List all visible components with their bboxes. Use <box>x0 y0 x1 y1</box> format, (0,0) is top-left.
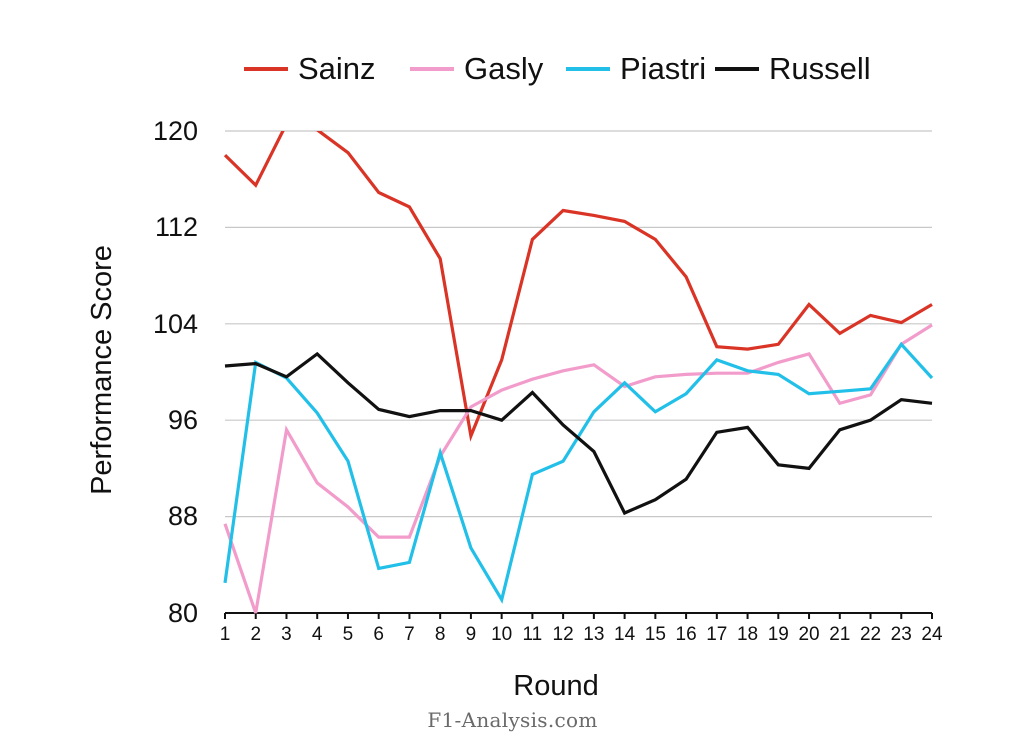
x-tick-label: 12 <box>552 624 574 645</box>
y-tick-label: 104 <box>152 309 198 339</box>
legend-item-piastri: Piastri <box>566 44 706 94</box>
y-axis-label: Performance Score <box>86 245 118 495</box>
legend-swatch-piastri <box>566 67 610 71</box>
x-tick-label: 5 <box>342 624 354 645</box>
series-line-sainz <box>223 131 933 442</box>
series-lines <box>223 131 934 614</box>
series-line-russell <box>224 351 933 516</box>
x-tick-label: 8 <box>434 624 446 645</box>
x-tick-label: 14 <box>614 624 636 645</box>
y-tick-label: 80 <box>167 598 198 628</box>
y-tick-label: 120 <box>152 116 198 146</box>
series-line-gasly <box>223 323 933 614</box>
x-tick-label: 3 <box>281 624 292 645</box>
x-tick-label: 15 <box>644 624 666 645</box>
x-tick-label: 10 <box>491 624 513 645</box>
x-tick-label: 1 <box>219 624 231 645</box>
x-tick-label: 6 <box>373 624 384 645</box>
y-tick-label: 88 <box>167 501 198 531</box>
x-axis <box>224 612 933 619</box>
legend-swatch-gasly <box>410 67 454 71</box>
x-tick-label: 9 <box>465 624 477 645</box>
legend-swatch-sainz <box>244 67 288 71</box>
gridlines <box>225 130 932 518</box>
x-tick-label: 2 <box>250 624 262 645</box>
x-axis-label: Round <box>513 670 599 702</box>
x-tick-label: 16 <box>675 624 697 645</box>
legend-label: Sainz <box>298 51 376 86</box>
x-tick-label: 20 <box>798 624 820 645</box>
x-tick-label: 4 <box>311 624 323 645</box>
legend-swatch-russell <box>715 67 759 71</box>
x-tick-label: 22 <box>859 624 882 645</box>
x-tick-label: 18 <box>736 624 759 645</box>
legend-item-russell: Russell <box>715 44 871 94</box>
legend-item-sainz: Sainz <box>244 44 376 94</box>
x-tick-label: 21 <box>829 624 851 645</box>
y-tick-label: 112 <box>154 212 198 242</box>
x-tick-label: 11 <box>522 624 543 645</box>
x-tick-label: 23 <box>890 624 912 645</box>
legend-label: Piastri <box>620 51 707 86</box>
y-tick-label: 96 <box>167 405 198 435</box>
legend-item-gasly: Gasly <box>410 44 543 94</box>
legend: Sainz Gasly Piastri Russell <box>0 44 1024 94</box>
x-tick-label: 13 <box>583 624 605 645</box>
x-tick-label: 17 <box>706 624 728 645</box>
legend-label: Russell <box>769 51 871 86</box>
x-tick-label: 19 <box>767 624 789 645</box>
x-tick-label: 7 <box>404 624 415 645</box>
legend-label: Gasly <box>464 51 544 86</box>
x-tick-label: 24 <box>921 624 943 645</box>
watermark: F1-Analysis.com <box>427 708 598 732</box>
